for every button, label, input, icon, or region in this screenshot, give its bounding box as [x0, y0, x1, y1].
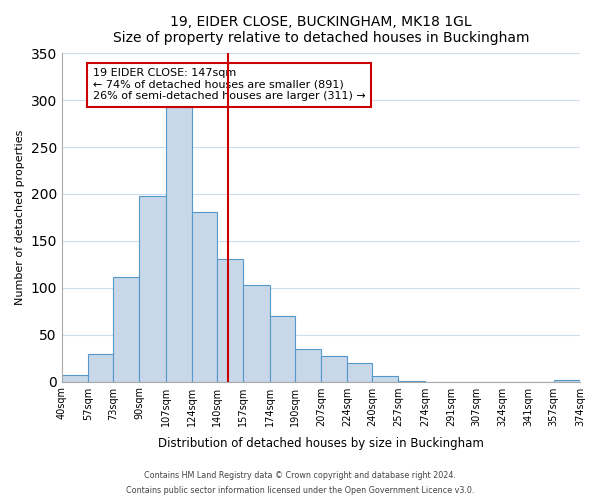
Text: 19 EIDER CLOSE: 147sqm
← 74% of detached houses are smaller (891)
26% of semi-de: 19 EIDER CLOSE: 147sqm ← 74% of detached… [93, 68, 365, 102]
Bar [372, 376, 398, 382]
Text: Contains HM Land Registry data © Crown copyright and database right 2024.: Contains HM Land Registry data © Crown c… [144, 471, 456, 480]
Bar [217, 258, 244, 382]
Bar [62, 375, 88, 382]
Bar [295, 348, 321, 382]
Text: Contains public sector information licensed under the Open Government Licence v3: Contains public sector information licen… [126, 486, 474, 495]
Bar [269, 316, 295, 382]
Bar [321, 356, 347, 382]
Y-axis label: Number of detached properties: Number of detached properties [15, 130, 25, 305]
Bar [398, 380, 425, 382]
Bar [192, 212, 217, 382]
Bar [139, 196, 166, 382]
Bar [166, 107, 192, 382]
Title: 19, EIDER CLOSE, BUCKINGHAM, MK18 1GL
Size of property relative to detached hous: 19, EIDER CLOSE, BUCKINGHAM, MK18 1GL Si… [113, 15, 529, 45]
Bar [347, 363, 372, 382]
Bar [113, 278, 139, 382]
X-axis label: Distribution of detached houses by size in Buckingham: Distribution of detached houses by size … [158, 437, 484, 450]
Bar [244, 285, 269, 382]
Bar [554, 380, 580, 382]
Bar [88, 354, 113, 382]
